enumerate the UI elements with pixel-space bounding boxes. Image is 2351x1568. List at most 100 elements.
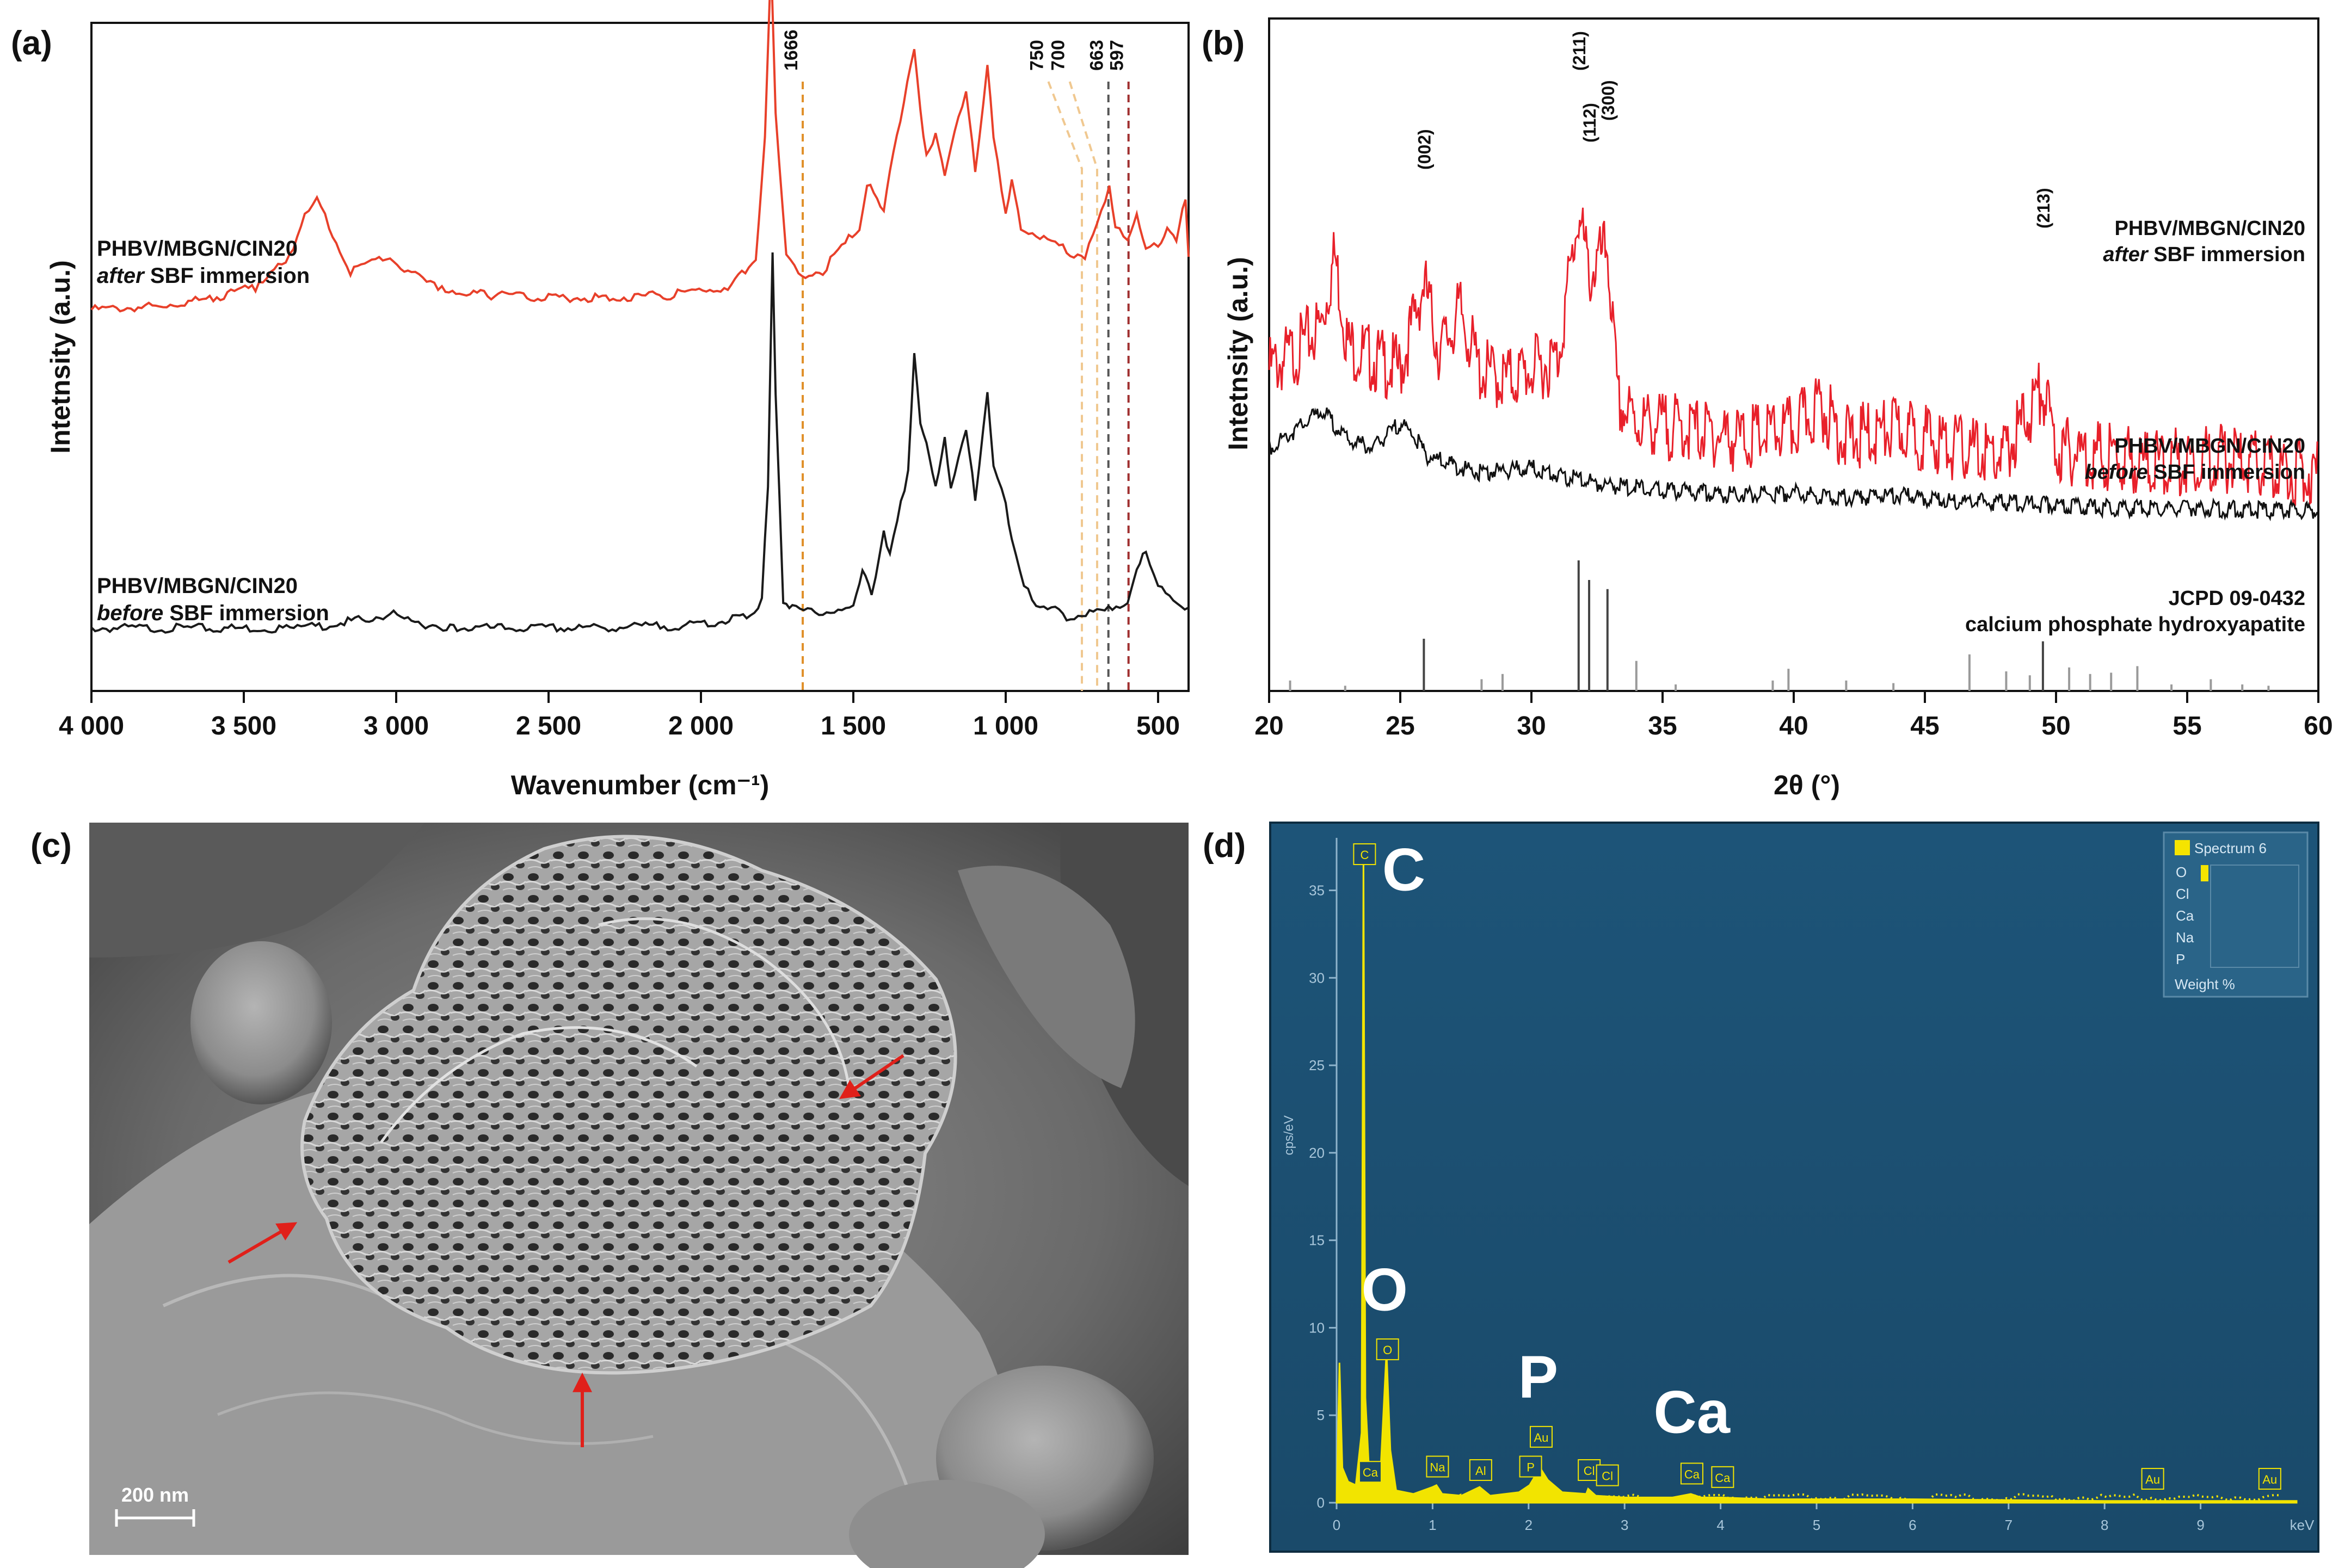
reference-label-line2: calcium phosphate hydroxyapatite [1965,613,2305,636]
x-axis-ticks: 4 000 3 500 3 000 2 500 2 000 1 500 1 000 500 [59,691,1180,740]
series-name-rest: SBF immersion [144,264,310,288]
peak-tag: O [1383,1343,1392,1357]
peak-tag-box [1519,1455,1542,1478]
series-name: PHBV/MBGN/CIN20 [97,237,298,261]
x-tick-label: 2 [1525,1517,1533,1533]
x-tick-label: 3 000 [364,712,429,740]
spectrum-area [1335,855,2298,1504]
element-label: C [1382,836,1425,903]
series-name-italic: after [2103,243,2149,266]
peak-tag-box [1711,1466,1734,1488]
y-tick-label: 30 [1309,970,1325,986]
series-name-line2: before SBF immersion [2085,461,2305,484]
peak-tag: Ca [1363,1466,1378,1479]
eds-spectrum [1335,855,2298,1504]
x-tick-label: 7 [2005,1517,2012,1533]
eds-background [1269,822,2319,1553]
x-tick-label: 3 [1621,1517,1628,1533]
x-axis-ticks: 20 25 30 35 40 45 50 55 60 [1254,691,2333,740]
x-tick-label: 9 [2196,1517,2204,1533]
legend-item: Na [2176,929,2194,946]
x-axis-unit: keV [2290,1517,2315,1533]
x-tick-label: 6 [1909,1517,1916,1533]
panel-d: (d) 0 5 10 15 20 25 30 35 0 1 2 3 4 5 6 7 8 9 keV cps/eV C O… [1203,822,2319,1553]
series-line [90,0,1190,313]
peak-tag: Au [2262,1473,2277,1486]
peak-tag-box [2258,1468,2281,1490]
panel-b: (b) (002) (211) (112)(300) (213) 20 25 30 35 40… [1202,17,2333,800]
red-arrow [227,1222,298,1264]
element-label: P [1518,1344,1558,1411]
series-line [1268,207,2318,506]
peak-tag-box [1469,1459,1492,1481]
peak-label: (112) [1580,103,1599,143]
peak-tag: Al [1475,1464,1486,1478]
y-axis-label: Intetnsity (a.u.) [1223,257,1253,450]
element-label: O [1361,1256,1408,1323]
marker-line-label: 700 [1048,40,1069,71]
panel-d-label: (d) [1203,827,1246,865]
series-name-italic: before [97,601,163,625]
x-tick-label: 50 [2041,712,2070,740]
x-tick-label: 500 [1136,712,1180,740]
marker-line [1068,81,1098,691]
series-group [90,0,1190,634]
series-name-rest: SBF immersion [163,601,329,625]
eds-peak-labels: C O P Ca C O Ca Na Al P Au Cl Cl Ca Ca Au Au [1353,836,2281,1490]
legend-item: O [2176,864,2187,880]
series-group [1268,207,2318,522]
legend-value-bar [2201,865,2208,881]
x-tick-label: 55 [2172,712,2201,740]
eds-legend: Spectrum 6 O Cl Ca Na P Weight % [2163,831,2309,998]
peak-tag-box [1680,1462,1703,1485]
peak-tag-box [1529,1425,1553,1448]
marker-line-label: 1666 [781,29,802,71]
legend-items: O Cl Ca Na P [2176,864,2194,967]
panel-b-label: (b) [1202,24,1245,62]
x-tick-label: 4 000 [59,712,124,740]
y-tick-label: 20 [1309,1145,1325,1161]
series-name-italic: after [97,264,145,288]
peak-tag-box [1353,843,1376,866]
x-tick-label: 2 500 [516,712,581,740]
peak-tag-box [1376,1338,1399,1361]
series-name: PHBV/MBGN/CIN20 [2115,435,2306,458]
series-labels: PHBV/MBGN/CIN20 after SBF immersion PHBV/M… [97,237,329,625]
x-tick-label: 30 [1517,712,1546,740]
series-name-line2: after SBF immersion [97,264,310,288]
reference-sticks [1289,560,2270,691]
peak-label: (002) [1414,129,1434,170]
y-axis-label: Intetnsity (a.u.) [45,260,76,454]
y-tick-label: 15 [1309,1232,1325,1249]
element-label: Ca [1653,1379,1730,1446]
panel-c: (c) 200 nm [30,823,1189,1568]
series-line [90,252,1189,634]
legend-item: Cl [2176,886,2189,902]
legend-item: Ca [2176,908,2194,924]
y-axis-label: cps/eV [1282,1115,1296,1155]
marker-line [1047,81,1083,691]
peak-tag: Au [1534,1431,1549,1444]
panel-b-frame [1268,17,2319,692]
x-tick-label: 40 [1779,712,1808,740]
x-axis-label: Wavenumber (cm⁻¹) [511,770,770,800]
y-tick-label: 0 [1317,1495,1325,1511]
marker-line-label: 597 [1107,40,1128,71]
legend-title: Spectrum 6 [2194,840,2267,856]
peak-tag: Ca [1715,1471,1731,1485]
x-tick-label: 1 000 [973,712,1038,740]
series-name-line2: after SBF immersion [2103,243,2305,266]
x-tick-label: 1 500 [821,712,886,740]
series-name-line2: before SBF immersion [97,601,329,625]
series-name-rest: SBF immersion [2148,243,2305,266]
peak-tag: Cl [1602,1470,1613,1483]
peak-tag: P [1527,1461,1535,1474]
panel-c-label: (c) [30,827,72,865]
y-tick-label: 5 [1317,1407,1325,1423]
peak-tag-box [1358,1461,1382,1483]
peak-tag-box [1426,1455,1449,1478]
series-name-italic: before [2085,461,2148,484]
